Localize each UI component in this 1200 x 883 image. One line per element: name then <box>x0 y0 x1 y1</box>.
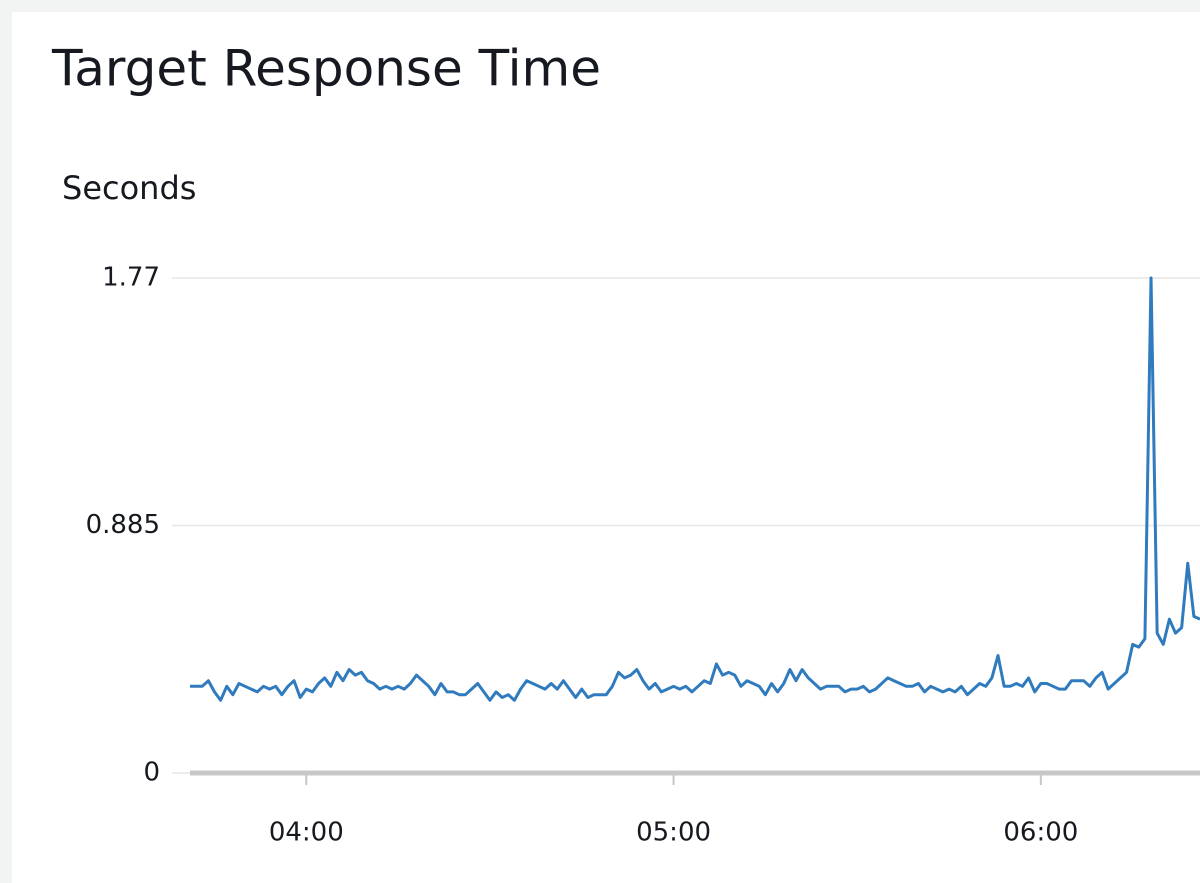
card <box>12 12 1200 883</box>
y-tick-label: 0 <box>143 758 160 788</box>
x-tick-label: 04:00 <box>269 818 344 848</box>
y-tick-label: 1.77 <box>102 263 160 293</box>
data-line <box>190 276 1200 702</box>
y-axis-label: Seconds <box>62 169 196 207</box>
y-tick-label: 0.885 <box>86 510 160 540</box>
x-tick-label: 06:00 <box>1003 818 1078 848</box>
chart-title: Target Response Time <box>51 40 601 98</box>
x-tick-label: 05:00 <box>636 818 711 848</box>
